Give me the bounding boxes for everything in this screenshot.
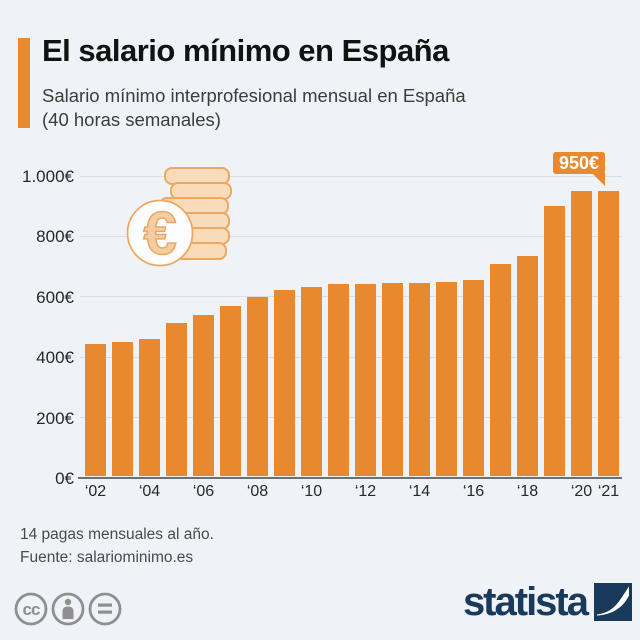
bar-2020 [571, 191, 592, 477]
bar-2007 [220, 305, 241, 477]
bar-2013 [382, 283, 403, 477]
page-title: El salario mínimo en España [42, 33, 449, 68]
x-axis-tick-label: ‘21 [597, 483, 620, 500]
x-axis-tick-label: ‘16 [462, 483, 485, 500]
gridline [80, 417, 622, 419]
bar-2015 [436, 282, 457, 477]
x-axis-tick-label: ‘20 [570, 483, 593, 500]
bar-2008 [247, 296, 268, 477]
x-axis-tick-label: ‘14 [408, 483, 431, 500]
gridline [80, 356, 622, 358]
statista-wordmark: statista [462, 580, 589, 624]
x-axis-tick-label: ‘12 [354, 483, 377, 500]
svg-text:€: € [143, 200, 176, 267]
gridline [80, 175, 622, 177]
y-axis-tick-label: 0€ [55, 469, 74, 488]
y-axis-tick-label: 600€ [36, 287, 74, 307]
no-derivatives-icon [88, 592, 122, 626]
y-axis-tick-label: 200€ [36, 408, 74, 428]
footer-note: 14 pagas mensuales al año. [20, 526, 214, 543]
statista-logo-mark [594, 583, 632, 621]
attribution-icon [51, 592, 85, 626]
x-axis-tick-label: ‘10 [300, 483, 323, 500]
bar-2014 [409, 283, 430, 477]
y-axis-tick-label: 1.000€ [22, 167, 74, 186]
bar-2003 [112, 341, 133, 477]
bar-2021 [598, 191, 619, 477]
bar-2012 [355, 284, 376, 477]
bar-2002 [85, 344, 106, 477]
page-subtitle: Salario mínimo interprofesional mensual … [42, 85, 466, 131]
footer-source: Fuente: salariominimo.es [20, 549, 194, 566]
euro-coins-icon: € [126, 167, 232, 268]
x-axis-tick-label: ‘02 [84, 483, 107, 500]
bar-2017 [490, 264, 511, 477]
bar-2019 [544, 206, 565, 477]
x-axis-tick-label: ‘06 [192, 483, 215, 500]
title-accent-bar [18, 38, 30, 128]
statista-logo[interactable]: statista [462, 580, 632, 624]
y-axis-tick-label: 800€ [36, 227, 74, 247]
bar-2004 [139, 338, 160, 477]
cc-icon: cc [14, 592, 48, 626]
bar-2006 [193, 314, 214, 477]
bar-2016 [463, 280, 484, 477]
x-axis-tick-label: ‘08 [246, 483, 269, 500]
value-callout: 950€ [553, 152, 605, 174]
bar-2011 [328, 284, 349, 477]
y-axis-tick-label: 400€ [36, 348, 74, 368]
bar-2009 [274, 289, 295, 477]
bar-2010 [301, 286, 322, 477]
x-axis-tick-label: ‘18 [516, 483, 539, 500]
x-axis-line [78, 476, 622, 479]
x-axis-tick-label: ‘04 [138, 483, 161, 500]
cc-license-icons[interactable]: cc [14, 590, 126, 628]
gridline [80, 296, 622, 298]
svg-text:cc: cc [23, 600, 40, 619]
gridline [80, 235, 622, 237]
bar-2005 [166, 323, 187, 477]
bar-2018 [517, 255, 538, 477]
